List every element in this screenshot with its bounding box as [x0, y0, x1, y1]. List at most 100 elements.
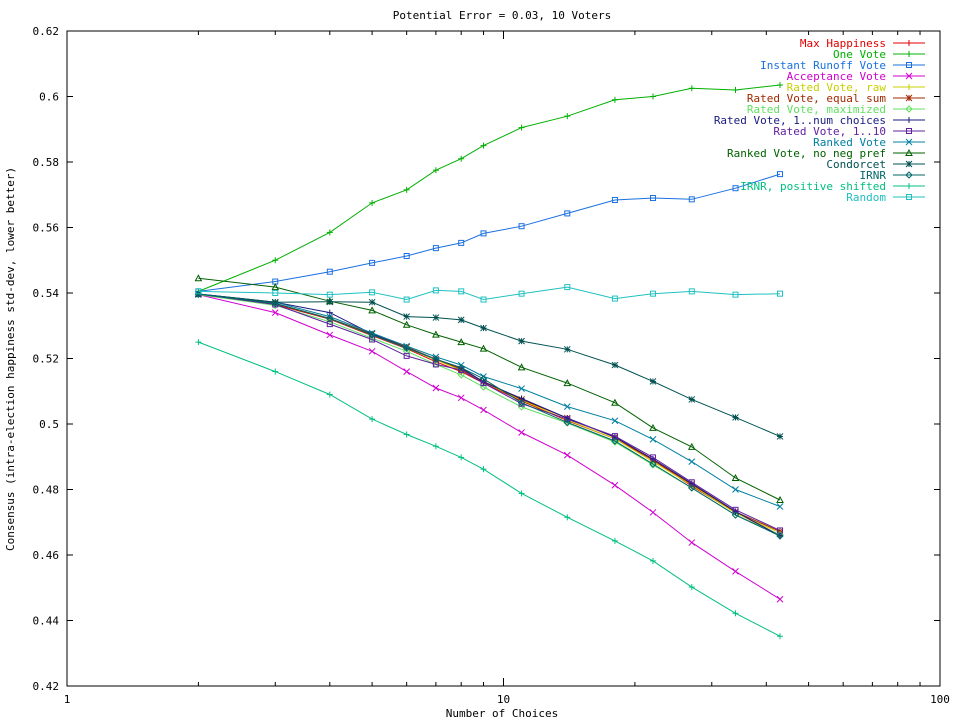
legend-label: Condorcet — [826, 158, 886, 171]
data-point — [402, 347, 411, 356]
data-point — [480, 466, 487, 473]
legend-label: Max Happiness — [800, 37, 886, 50]
series-line — [198, 277, 781, 501]
data-point — [326, 229, 333, 236]
y-tick-label: 0.44 — [33, 615, 60, 628]
data-point — [732, 610, 739, 617]
data-point — [403, 296, 410, 303]
data-point — [688, 196, 695, 203]
data-point — [564, 113, 571, 120]
data-point — [403, 313, 411, 320]
data-point — [688, 458, 696, 466]
x-tick-label: 10 — [497, 693, 510, 706]
data-point — [480, 296, 487, 303]
data-point — [776, 532, 784, 540]
data-point — [479, 344, 488, 352]
data-point — [688, 288, 695, 295]
data-point — [731, 473, 740, 482]
legend-label: One Vote — [833, 48, 886, 61]
data-point — [369, 199, 376, 206]
y-tick-label: 0.42 — [33, 680, 60, 693]
series-line — [198, 293, 781, 537]
axis-ticks: 0.42 0.44 0.46 0.48 0.5 0.52 0.54 0.56 0.58 0.6 0.… — [33, 25, 950, 706]
data-point — [518, 385, 525, 392]
x-tick-label: 1 — [64, 693, 71, 706]
data-point — [271, 283, 280, 291]
data-point — [649, 557, 656, 564]
data-point — [518, 290, 525, 297]
data-point — [905, 105, 913, 113]
data-point — [432, 443, 439, 450]
data-point — [403, 252, 410, 259]
legend-label: Rated Vote, raw — [787, 81, 887, 94]
data-point — [777, 82, 784, 89]
data-point — [368, 347, 376, 355]
data-point — [432, 167, 439, 174]
data-point — [649, 436, 657, 443]
legend-entry: Acceptance Vote — [787, 70, 925, 83]
data-point — [432, 287, 439, 294]
data-point — [777, 533, 784, 540]
data-point — [649, 460, 657, 468]
y-tick-label: 0.52 — [33, 353, 60, 366]
data-point — [777, 633, 784, 640]
data-point — [777, 171, 784, 178]
legend-label: Ranked Vote — [813, 136, 886, 149]
series-13 — [194, 290, 784, 540]
data-point — [432, 330, 440, 338]
data-point — [194, 274, 203, 282]
legend-label: Rated Vote, 1..num choices — [714, 114, 886, 127]
legend-entry: One Vote — [833, 48, 925, 61]
data-point — [611, 437, 619, 445]
plot-frame — [66, 30, 941, 687]
data-point — [326, 309, 333, 316]
data-point — [611, 398, 619, 406]
data-point — [611, 537, 618, 544]
y-axis-label: Consensus (intra-election happiness std-… — [4, 167, 17, 551]
data-point — [906, 40, 912, 46]
data-point — [906, 183, 912, 189]
data-point — [649, 93, 656, 100]
data-point — [563, 403, 571, 410]
chart-title: Potential Error = 0.03, 10 Voters — [393, 9, 612, 22]
data-point — [732, 291, 739, 298]
data-point — [457, 363, 465, 372]
data-point — [518, 429, 525, 436]
data-point — [369, 336, 376, 343]
data-point — [368, 331, 376, 339]
data-point — [649, 423, 657, 431]
data-point — [563, 418, 571, 427]
series-line — [198, 286, 781, 301]
data-point — [403, 368, 411, 375]
data-point — [458, 288, 465, 295]
data-point — [432, 384, 440, 392]
data-point — [611, 295, 618, 302]
data-point — [480, 373, 487, 380]
data-point — [458, 454, 465, 461]
data-point — [732, 568, 739, 575]
data-point — [564, 284, 571, 291]
legend-entry: Ranked Vote — [813, 136, 925, 149]
data-point — [611, 196, 618, 203]
series-line — [198, 293, 781, 531]
data-point — [271, 309, 279, 317]
data-point — [906, 128, 912, 134]
data-point — [457, 316, 465, 324]
series-15 — [195, 284, 784, 303]
data-point — [905, 148, 913, 156]
data-point — [480, 380, 487, 387]
data-point — [905, 160, 913, 168]
legend-label: Ranked Vote, no neg pref — [727, 147, 886, 160]
legend-entry: Rated Vote, 1..10 — [773, 125, 925, 138]
data-point — [402, 344, 411, 352]
data-point — [906, 51, 912, 57]
data-point — [457, 394, 465, 402]
data-point — [611, 438, 619, 446]
data-point — [564, 210, 571, 217]
data-point — [272, 290, 279, 296]
legend-entry: IRNR, positive shifted — [740, 180, 925, 193]
data-point — [688, 85, 695, 92]
data-point — [731, 511, 740, 519]
legend-label: Random — [846, 191, 886, 204]
